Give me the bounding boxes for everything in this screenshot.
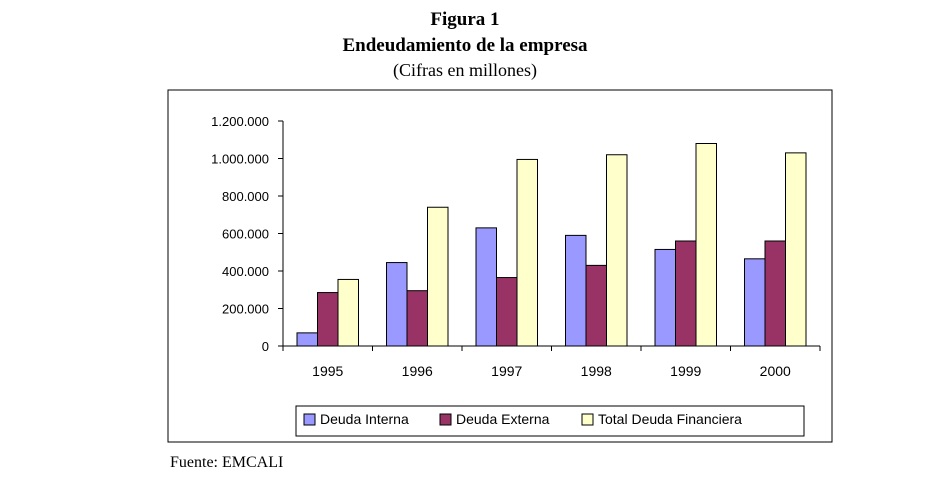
x-axis: 1995 1996 1997 1998 1999 2000 (282, 345, 821, 379)
bar-total-deuda-financiera-1995 (337, 278, 359, 347)
legend-label: Deuda Interna (320, 411, 409, 427)
bar-deuda-externa-1996 (406, 290, 428, 347)
legend-label: Deuda Externa (456, 411, 550, 427)
y-tick-label: 600.000 (222, 227, 269, 242)
bar-total-deuda-financiera-1998 (606, 154, 628, 347)
y-tick-label: 200.000 (222, 302, 269, 317)
x-tick-label: 1996 (402, 363, 433, 379)
bar-total-deuda-financiera-1996 (427, 206, 449, 347)
legend-label: Total Deuda Financiera (598, 411, 742, 427)
x-tick-label: 2000 (760, 363, 791, 379)
figure-source: Fuente: EMCALI (170, 454, 284, 471)
figure-title: Endeudamiento de la empresa (342, 35, 588, 56)
bar-deuda-externa-1995 (317, 292, 339, 347)
y-tick-label: 1.000.000 (211, 152, 269, 167)
x-tick-label: 1995 (312, 363, 343, 379)
bar-deuda-interna-1995 (296, 332, 318, 347)
x-tick-label: 1999 (670, 363, 701, 379)
bar-deuda-interna-1999 (654, 248, 676, 347)
bar-deuda-interna-1997 (475, 227, 497, 347)
bar-deuda-externa-1998 (585, 264, 607, 347)
y-tick-label: 800.000 (222, 189, 269, 204)
chart-frame (167, 89, 833, 443)
bar-deuda-interna-2000 (744, 258, 766, 347)
figure-label: Figura 1 (430, 9, 500, 30)
legend-swatch (439, 413, 452, 426)
legend-swatch (581, 413, 594, 426)
bar-total-deuda-financiera-2000 (785, 152, 807, 347)
legend-swatch (303, 413, 316, 426)
y-tick-label: 0 (262, 339, 269, 354)
figure-subtitle: (Cifras en millones) (393, 60, 537, 80)
legend: Deuda Interna Deuda Externa Total Deuda Fi… (295, 405, 805, 437)
bar-deuda-externa-1997 (496, 277, 518, 347)
bar-deuda-externa-2000 (764, 240, 786, 347)
legend-box (295, 405, 805, 437)
bar-total-deuda-financiera-1999 (695, 143, 717, 347)
bar-deuda-interna-1996 (386, 262, 408, 347)
x-tick-label: 1997 (491, 363, 522, 379)
y-tick-label: 1.200.000 (211, 114, 269, 129)
y-tick-label: 400.000 (222, 264, 269, 279)
bar-deuda-interna-1998 (565, 234, 587, 347)
x-tick-label: 1998 (581, 363, 612, 379)
bar-total-deuda-financiera-1997 (516, 158, 538, 347)
y-axis: 0 200.000 400.000 600.000 800.000 1.000.000 1.… (211, 114, 284, 354)
bars-group (296, 143, 807, 347)
bar-deuda-externa-1999 (675, 240, 697, 347)
